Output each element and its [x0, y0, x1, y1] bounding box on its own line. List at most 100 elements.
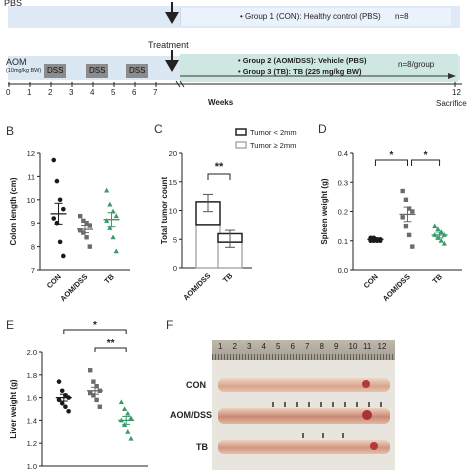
panel-e-point-con-5: [59, 401, 65, 406]
panel-e-ytick-label-2: 1.4: [27, 416, 37, 425]
panel-d-ylabel: Spleen weight (g): [320, 178, 329, 245]
tick-label-7: 7: [153, 88, 158, 97]
panel-d-ytick-label-0: 0.0: [338, 266, 348, 275]
panel-b-point-tb-6: [110, 234, 116, 240]
tumor-spot-1: [362, 380, 370, 388]
panel-d-bracket-2: [411, 159, 441, 166]
group1-text: • Group 1 (CON): Healthy control (PBS): [240, 12, 381, 21]
panel-d-sig-2: *: [424, 150, 428, 161]
colon-aom-dss: [218, 408, 390, 424]
panel-b-ytick-label-3: 10: [27, 196, 35, 205]
colon-tb: [218, 440, 390, 454]
panel-e-point-tb-3: [128, 415, 134, 421]
panel-b-point-con-2: [57, 197, 63, 203]
panel-c: 0 5 10 15 20 Total tumor count AOM/DSS TB ** Tumo…: [160, 128, 297, 302]
panel-c-ytick-label-1: 5: [173, 235, 177, 244]
panel-e-ylabel: Liver weight (g): [9, 379, 18, 438]
tick-label-12: 12: [452, 88, 461, 97]
panel-c-ylabel: Total tumor count: [160, 176, 169, 244]
panel-d-point-tb-1: [435, 226, 441, 232]
ruler-label-5: 5: [276, 342, 281, 351]
group23-n: n=8/group: [398, 60, 435, 69]
colon-con: [218, 378, 390, 392]
panel-b-xlabel-1: AOM/DSS: [58, 272, 89, 303]
panel-e-point-aomdss-2: [94, 384, 99, 389]
panel-e-point-aomdss-4: [88, 390, 93, 396]
panel-c-legend-swatch-small: [235, 128, 247, 136]
panel-b-point-aomdss-6: [84, 235, 89, 240]
panel-d: 0.0 0.1 0.2 0.3 0.4 Spleen weight (g) CON AOM/D…: [320, 149, 462, 303]
panel-d-point-aomdss-4: [400, 215, 405, 220]
dss-box-3: [126, 64, 148, 78]
group1-band: [180, 8, 451, 26]
treatment-label: Treatment: [148, 40, 189, 50]
panel-e-point-tb-7: [128, 435, 134, 441]
group1-n: n=8: [395, 12, 409, 21]
panel-c-sig: **: [215, 161, 224, 173]
panel-a-timeline: PBS • Group 1 (CON): Healthy control (PB…: [0, 0, 474, 120]
panel-e-point-aomdss-6: [94, 397, 99, 403]
panel-b-point-aomdss-3: [87, 223, 92, 228]
panel-b-ytick-label-2: 9: [31, 219, 35, 228]
panel-b-point-aomdss-7: [87, 244, 92, 249]
panel-c-legend-large: Tumor ≥ 2mm: [250, 141, 296, 150]
panel-f-photo: 1 2 3 4 5 6 7 8 9 10 11 12: [212, 340, 395, 470]
panel-b-ytick-label-0: 7: [31, 266, 35, 275]
panel-b-ytick-label-1: 8: [31, 243, 35, 252]
panel-e-point-con-1: [59, 388, 65, 394]
panel-c-bracket: [207, 173, 231, 180]
panel-b-point-tb-3: [113, 213, 119, 219]
tick-label-1: 1: [27, 88, 32, 97]
panel-c-legend-swatch-large: [235, 141, 247, 149]
tick-label-3: 3: [69, 88, 74, 97]
panel-d-point-aomdss-3: [410, 209, 415, 214]
panel-b-point-aomdss-2: [84, 221, 89, 226]
panel-d-point-aomdss-7: [410, 244, 415, 249]
ruler-ticks: [212, 354, 395, 360]
panel-b-point-tb-7: [113, 248, 119, 254]
tumor-markers-tb: [302, 433, 362, 438]
panel-b-point-con-3: [61, 206, 66, 212]
ruler-label-4: 4: [261, 342, 266, 351]
group23-band: [180, 54, 458, 82]
panel-c-ytick-label-4: 20: [169, 149, 177, 158]
group-arrow-head: [448, 73, 456, 79]
panel-d-point-tb-6: [438, 237, 444, 243]
panel-b-point-aomdss-4: [78, 228, 83, 233]
panel-b-point-tb-1: [107, 201, 113, 207]
dss-label-3: DSS: [129, 66, 146, 75]
dss-label-1: DSS: [47, 66, 64, 75]
panel-b-xlabel-2: TB: [102, 272, 116, 286]
panel-d-xlabel-0: CON: [362, 272, 380, 290]
ruler-label-9: 9: [334, 342, 339, 351]
panel-d-point-aomdss-5: [403, 223, 409, 229]
panel-letter-d: D: [318, 122, 327, 136]
panel-c-ytick-label-3: 15: [169, 178, 177, 187]
ruler-label-6: 6: [290, 342, 295, 351]
timeline-ticks: [8, 82, 456, 87]
panel-d-xlabel-2: TB: [431, 272, 445, 286]
ruler-label-3: 3: [247, 342, 252, 351]
panel-e-sig-1: *: [93, 320, 97, 331]
panel-e-ytick-label-4: 1.8: [27, 371, 37, 380]
dss-label-2: DSS: [89, 66, 106, 75]
photo-row-tb: TB: [196, 442, 208, 452]
treatment-arrow-bottom-head: [165, 60, 179, 72]
group2-text: • Group 2 (AOM/DSS): Vehicle (PBS): [238, 56, 367, 65]
panel-e-point-con-6: [63, 404, 68, 410]
timeline-break: [175, 80, 185, 88]
ruler-label-7: 7: [305, 342, 310, 351]
pbs-label: PBS: [4, 0, 23, 8]
panel-b-ylabel: Colon length (cm): [9, 177, 18, 245]
panel-b-ytick-label-5: 12: [27, 149, 35, 158]
panel-b-point-con-0: [51, 157, 57, 163]
panel-d-bracket-1: [374, 159, 408, 166]
panel-b-point-con-4: [51, 216, 57, 221]
panel-b-point-tb-5: [107, 225, 113, 230]
ruler-label-10: 10: [348, 342, 358, 351]
photo-row-con: CON: [186, 380, 206, 390]
panel-c-bar-large-1: [217, 241, 243, 269]
panel-e-point-con-0: [56, 379, 62, 384]
